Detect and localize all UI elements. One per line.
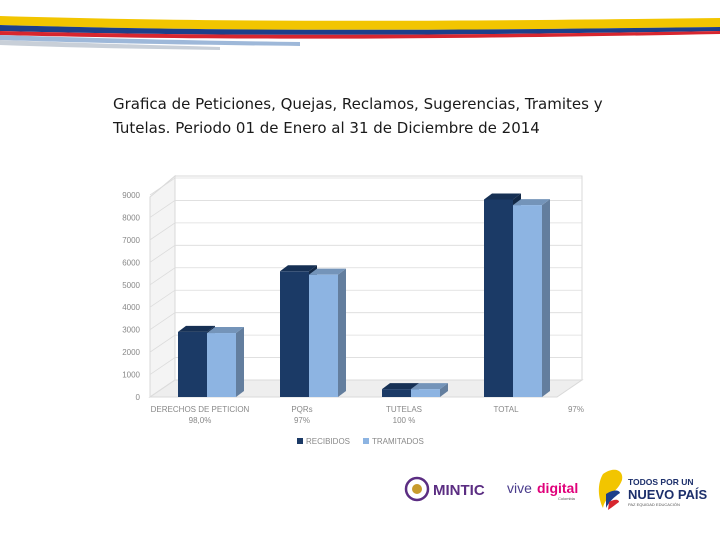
grey-stripe xyxy=(0,40,220,50)
y-tick-label: 2000 xyxy=(122,348,140,357)
bar-tramitados xyxy=(513,199,550,397)
legend-label: TRAMITADOS xyxy=(372,437,424,446)
vive-digital-logo: vive digital Colombia xyxy=(507,480,578,501)
y-tick-label: 7000 xyxy=(122,236,140,245)
x-category-sublabel: 98,0% xyxy=(189,416,212,425)
todos-line2: NUEVO PAÍS xyxy=(628,487,708,502)
footer-logos: MINTIC vive digital Colombia TODOS POR U… xyxy=(404,469,708,510)
todos-line3: PAZ EQUIDAD EDUCACIÓN xyxy=(628,502,680,507)
x-category-label: DERECHOS DE PETICION xyxy=(151,405,250,414)
y-tick-label: 8000 xyxy=(122,213,140,222)
gridline xyxy=(149,244,582,263)
bar-tramitados xyxy=(207,327,244,397)
gridlines xyxy=(149,177,582,398)
mintic-logo: MINTIC xyxy=(404,476,485,502)
x-category-sublabel: 97% xyxy=(294,416,310,425)
yellow-stripe xyxy=(0,16,720,30)
y-tick-label: 1000 xyxy=(122,371,140,380)
gridline xyxy=(149,312,582,330)
mintic-emblem-icon xyxy=(404,476,430,502)
gridline xyxy=(149,357,582,375)
red-stripe xyxy=(0,31,720,39)
y-tick-label: 5000 xyxy=(122,281,140,290)
gridline xyxy=(149,379,582,398)
mintic-text: MINTIC xyxy=(433,482,485,499)
gridline xyxy=(149,222,582,241)
vive-text: vive xyxy=(507,480,532,496)
legend-label: RECIBIDOS xyxy=(306,437,350,446)
legend-swatch xyxy=(297,438,303,444)
gridline xyxy=(149,334,582,353)
x-category-label: PQRs xyxy=(291,405,312,414)
gridline xyxy=(149,200,582,218)
y-tick-label: 0 xyxy=(136,393,141,402)
bars xyxy=(178,193,550,397)
gridline xyxy=(149,177,582,196)
legend: RECIBIDOS TRAMITADOS xyxy=(297,437,424,446)
x-category-sublabel: 100 % xyxy=(393,416,416,425)
gridline xyxy=(149,289,582,308)
x-category-label: TUTELAS xyxy=(386,405,422,414)
legend-swatch xyxy=(363,438,369,444)
y-tick-label: 9000 xyxy=(122,191,140,200)
gridline xyxy=(149,267,582,286)
colombia-text: Colombia xyxy=(558,496,576,501)
category-labels: DERECHOS DE PETICION 98,0% PQRs 97% TUTELAS 1… xyxy=(151,405,584,425)
digital-text: digital xyxy=(537,480,578,496)
slide-title: Grafica de Peticiones, Quejas, Reclamos,… xyxy=(113,95,603,137)
light-blue-stripe xyxy=(0,35,300,46)
todos-por-un-nuevo-pais-logo: TODOS POR UN NUEVO PAÍS PAZ EQUIDAD EDUC… xyxy=(598,469,708,510)
todos-line1: TODOS POR UN xyxy=(628,477,694,487)
x-category-sublabel: 97% xyxy=(568,405,584,414)
y-tick-label: 3000 xyxy=(122,326,140,335)
x-category-label: TOTAL xyxy=(493,405,519,414)
y-axis-ticks: 0 1000 2000 3000 4000 5000 6000 7000 8000 9000 xyxy=(122,191,140,402)
colombia-flag-swoosh-icon xyxy=(598,469,623,508)
y-tick-label: 6000 xyxy=(122,258,140,267)
y-tick-label: 4000 xyxy=(122,303,140,312)
flag-header-stripes xyxy=(0,16,720,50)
blue-stripe xyxy=(0,25,720,35)
bar-chart: 0 1000 2000 3000 4000 5000 6000 7000 8000 9000 DE… xyxy=(122,174,584,446)
bar-tramitados xyxy=(309,268,346,397)
bar-tramitados xyxy=(411,383,448,397)
